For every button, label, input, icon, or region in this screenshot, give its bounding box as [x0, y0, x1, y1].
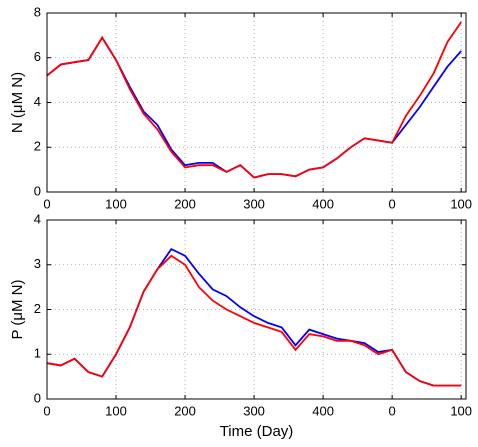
plot-frame [46, 12, 467, 193]
x-tick-label: 100 [105, 196, 127, 211]
x-tick-label: 0 [389, 403, 396, 418]
x-tick-label: 300 [243, 403, 265, 418]
x-tick-label: 0 [389, 196, 396, 211]
data-line [46, 254, 462, 387]
y-tick-label: 0 [34, 183, 41, 198]
y-tick-label: 2 [34, 301, 41, 316]
x-tick-label: 100 [450, 403, 472, 418]
y-tick-label: 2 [34, 139, 41, 154]
y-axis-label: N (μM N) [9, 72, 26, 133]
plot-frame [46, 219, 467, 400]
x-tick-label: 200 [174, 403, 196, 418]
data-line [46, 35, 462, 179]
data-line [46, 21, 462, 179]
x-tick-label: 100 [105, 403, 127, 418]
x-tick-label: 400 [312, 403, 334, 418]
y-tick-label: 1 [34, 346, 41, 361]
y-tick-label: 0 [34, 390, 41, 405]
x-tick-label: 0 [43, 196, 50, 211]
x-tick-label: 300 [243, 196, 265, 211]
x-tick-label: 0 [43, 403, 50, 418]
y-tick-label: 6 [34, 49, 41, 64]
x-axis-label: Time (Day) [220, 423, 294, 440]
y-axis-label: P (μM N) [9, 279, 26, 339]
y-tick-label: 8 [34, 4, 41, 19]
x-tick-label: 400 [312, 196, 334, 211]
x-tick-label: 100 [450, 196, 472, 211]
y-tick-label: 4 [34, 94, 41, 109]
y-tick-label: 4 [34, 211, 41, 226]
y-tick-label: 3 [34, 256, 41, 271]
x-tick-label: 200 [174, 196, 196, 211]
